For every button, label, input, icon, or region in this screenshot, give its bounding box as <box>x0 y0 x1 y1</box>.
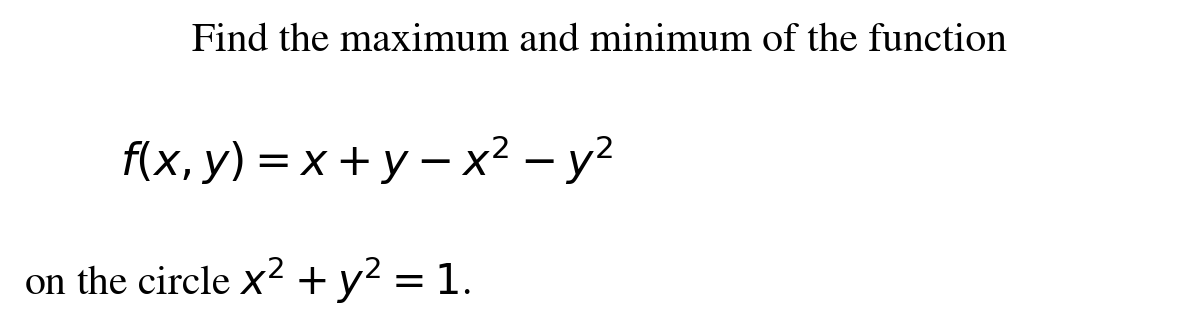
Text: on the circle $x^2 + y^2 = 1$.: on the circle $x^2 + y^2 = 1$. <box>24 254 470 306</box>
Text: $f(x, y) = x + y - x^2 - y^2$: $f(x, y) = x + y - x^2 - y^2$ <box>120 134 613 187</box>
Text: Find the maximum and minimum of the function: Find the maximum and minimum of the func… <box>192 22 1008 60</box>
